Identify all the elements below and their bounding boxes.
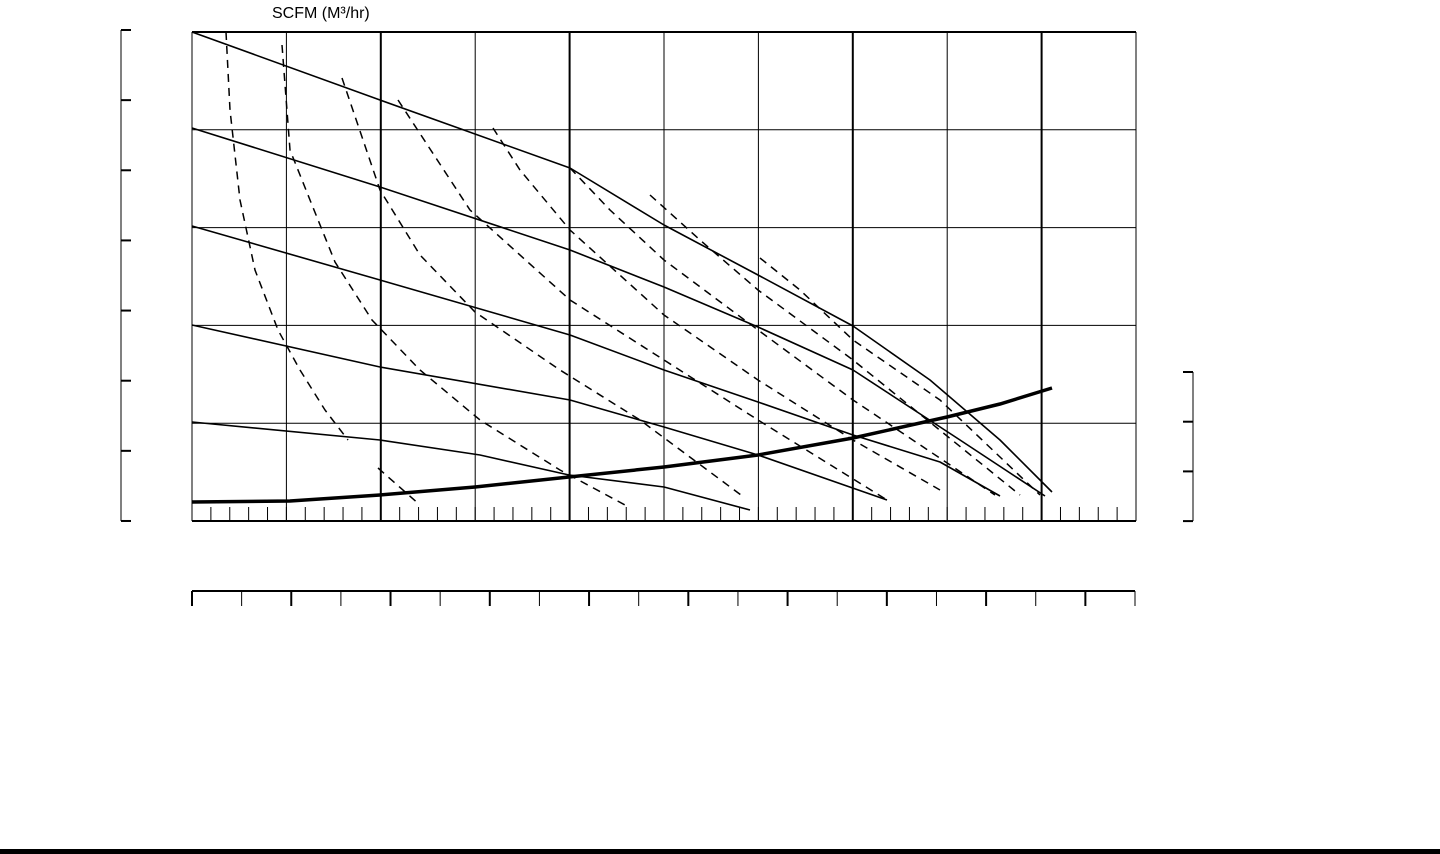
dashed-curve xyxy=(341,77,746,499)
bottom-bar xyxy=(0,849,1440,854)
head-curve xyxy=(191,225,1001,497)
dashed-curve xyxy=(492,127,941,491)
efficiency-curves xyxy=(225,31,1041,506)
grid xyxy=(120,29,1194,606)
dashed-curve xyxy=(759,257,1041,496)
head-curve xyxy=(191,421,751,511)
diagram-title: SCFM (M³/hr) xyxy=(272,5,370,22)
head-curve xyxy=(191,324,888,501)
dashed-curve xyxy=(281,44,626,506)
dashed-curve xyxy=(569,167,996,496)
performance-curves xyxy=(191,31,1053,511)
dashed-curve xyxy=(377,467,421,506)
head-curve xyxy=(191,127,1046,497)
system-curve xyxy=(191,386,1053,504)
head-curve xyxy=(191,31,1053,493)
dashed-curve xyxy=(397,99,888,501)
dashed-curve xyxy=(225,31,349,441)
dashed-curve xyxy=(649,194,1021,496)
